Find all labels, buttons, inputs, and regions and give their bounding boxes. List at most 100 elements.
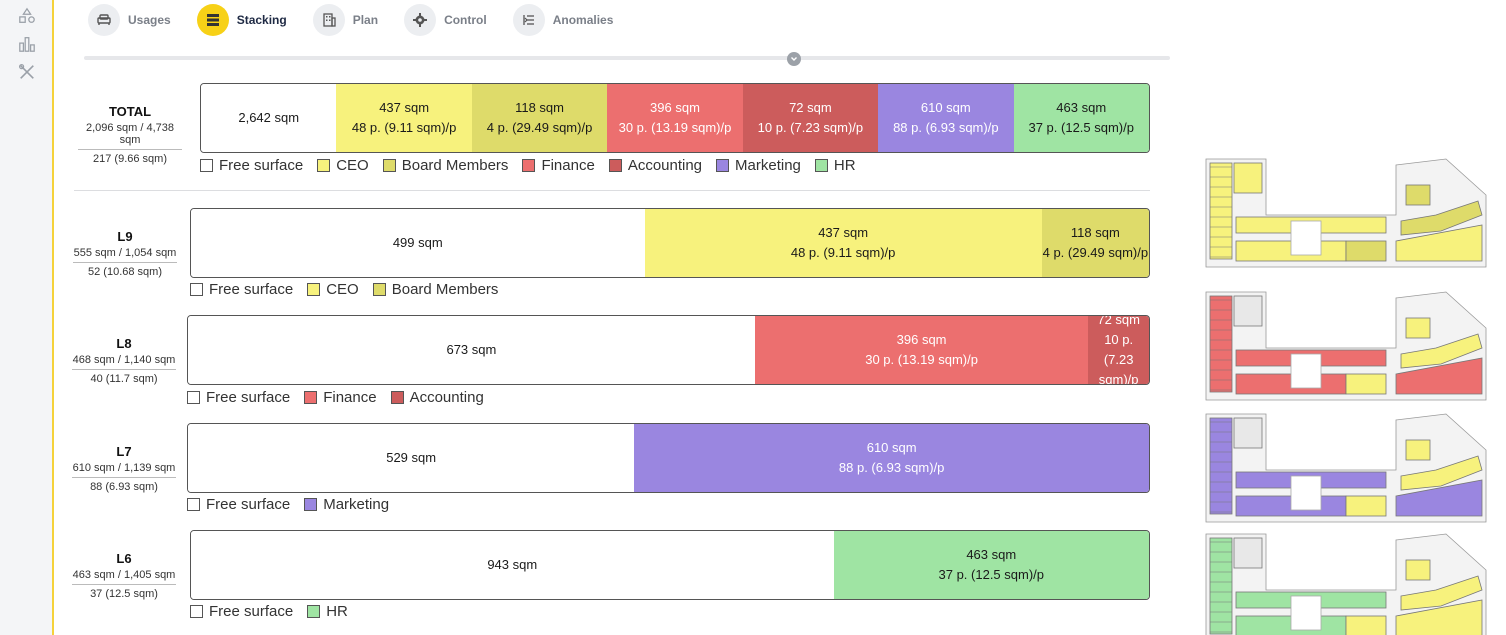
floor-summary-l9: L9 555 sqm / 1,054 sqm 52 (10.68 sqm) — [65, 229, 185, 278]
legend-swatch — [190, 283, 203, 296]
legend-label: Free surface — [206, 496, 291, 513]
segment-finance[interactable]: 396 sqm 30 p. (13.19 sqm)/p — [607, 84, 743, 152]
tab-label: Control — [444, 13, 487, 27]
shapes-icon[interactable] — [17, 6, 37, 26]
floor-people: 37 (12.5 sqm) — [90, 588, 158, 600]
plan-room — [1345, 615, 1387, 635]
floor-title: L6 — [116, 551, 132, 566]
tab-control[interactable]: Control — [404, 4, 487, 36]
floor-people: 52 (10.68 sqm) — [88, 266, 162, 278]
segment-board[interactable]: 118 sqm 4 p. (29.49 sqm)/p — [1041, 209, 1149, 277]
legend-item-board[interactable]: Board Members — [382, 157, 508, 174]
segment-people: 30 p. (13.19 sqm)/p — [618, 120, 732, 135]
total-people: 217 (9.66 sqm) — [93, 153, 167, 165]
segment-accounting[interactable]: 72 sqm 10 p. (7.23 sqm)/p — [742, 84, 879, 152]
segment-hr[interactable]: 463 sqm 37 p. (12.5 sqm)/p — [833, 531, 1149, 599]
legend-item-hr[interactable]: HR — [814, 157, 856, 174]
legend-item-accounting[interactable]: Accounting — [608, 157, 703, 174]
plan-room — [1395, 224, 1483, 262]
segment-people: 10 p. (7.23 sqm)/p — [1098, 332, 1139, 385]
legend-l6: Free surface HR — [190, 603, 362, 620]
floor-title: L8 — [116, 336, 132, 351]
plan-outline — [1205, 533, 1487, 635]
segment-ceo[interactable]: 437 sqm 48 p. (9.11 sqm)/p — [336, 84, 472, 152]
legend-swatch — [390, 391, 404, 404]
legend-item-free[interactable]: Free surface — [190, 603, 293, 620]
legend-label: Board Members — [391, 281, 499, 298]
legend-swatch — [608, 159, 622, 172]
plan-room — [1290, 353, 1322, 389]
segment-area: 943 sqm — [487, 557, 538, 572]
segment-free[interactable]: 499 sqm — [191, 209, 645, 277]
legend-item-hr[interactable]: HR — [307, 603, 348, 620]
segment-ceo[interactable]: 437 sqm 48 p. (9.11 sqm)/p — [644, 209, 1042, 277]
gear-icon — [404, 4, 437, 36]
segment-accounting[interactable]: 72 sqm 10 p. (7.23 sqm)/p — [1088, 316, 1149, 384]
segment-people: 37 p. (12.5 sqm)/p — [938, 567, 1045, 582]
floor-surface: 463 sqm / 1,405 sqm — [72, 569, 176, 585]
floor-plan-l8[interactable] — [1196, 288, 1496, 406]
tab-anomalies[interactable]: Anomalies — [512, 4, 613, 36]
segment-people: 48 p. (9.11 sqm)/p — [790, 245, 896, 260]
plan-room — [1405, 317, 1431, 339]
plan-room — [1400, 575, 1483, 611]
legend-label: CEO — [336, 157, 369, 174]
legend-label: Accounting — [627, 157, 703, 174]
tab-stacking[interactable]: Stacking — [196, 4, 287, 36]
plan-room — [1233, 417, 1263, 449]
total-summary: TOTAL 2,096 sqm / 4,738 sqm 217 (9.66 sq… — [70, 104, 190, 165]
tools-icon[interactable] — [17, 62, 37, 82]
segment-finance[interactable]: 396 sqm 30 p. (13.19 sqm)/p — [754, 316, 1089, 384]
segment-area: 673 sqm — [446, 342, 497, 357]
floor-surface: 610 sqm / 1,139 sqm — [72, 462, 176, 478]
legend-item-ceo[interactable]: CEO — [317, 157, 369, 174]
legend-total: Free surface CEO Board Members Finance Accou… — [200, 157, 870, 174]
segment-area: 463 sqm — [1056, 100, 1107, 115]
legend-swatch — [382, 159, 396, 172]
segment-free[interactable]: 2,642 sqm — [201, 84, 337, 152]
chevron-down-icon[interactable] — [787, 52, 801, 66]
legend-item-free[interactable]: Free surface — [190, 281, 293, 298]
legend-item-ceo[interactable]: CEO — [307, 281, 359, 298]
legend-item-accounting[interactable]: Accounting — [390, 389, 484, 406]
segment-area: 118 sqm — [515, 100, 564, 115]
segment-free[interactable]: 529 sqm — [188, 424, 635, 492]
legend-item-free[interactable]: Free surface — [200, 157, 303, 174]
legend-item-marketing[interactable]: Marketing — [304, 496, 389, 513]
floor-people: 88 (6.93 sqm) — [90, 481, 158, 493]
legend-item-free[interactable]: Free surface — [187, 389, 290, 406]
segment-free[interactable]: 673 sqm — [188, 316, 755, 384]
plan-room — [1209, 162, 1233, 260]
legend-item-finance[interactable]: Finance — [522, 157, 595, 174]
segment-board[interactable]: 118 sqm 4 p. (29.49 sqm)/p — [471, 84, 608, 152]
segment-hr[interactable]: 463 sqm 37 p. (12.5 sqm)/p — [1013, 84, 1149, 152]
legend-label: Free surface — [209, 603, 294, 620]
segment-people: 37 p. (12.5 sqm)/p — [1028, 120, 1134, 135]
stacking-bar-l6: 943 sqm 463 sqm 37 p. (12.5 sqm)/p — [190, 530, 1150, 600]
legend-item-finance[interactable]: Finance — [304, 389, 377, 406]
tab-usages[interactable]: Usages — [88, 4, 171, 36]
floor-plan-l7[interactable] — [1196, 410, 1496, 528]
segment-marketing[interactable]: 610 sqm 88 p. (6.93 sqm)/p — [878, 84, 1014, 152]
stacking-bar-l8: 673 sqm 396 sqm 30 p. (13.19 sqm)/p 72 sqm 1… — [187, 315, 1150, 385]
legend-item-board[interactable]: Board Members — [372, 281, 499, 298]
segment-free[interactable]: 943 sqm — [191, 531, 834, 599]
segment-people: 88 p. (6.93 sqm)/p — [838, 460, 945, 475]
plan-room — [1345, 495, 1387, 517]
plan-room — [1405, 184, 1431, 206]
legend-item-free[interactable]: Free surface — [187, 496, 290, 513]
plan-room — [1290, 220, 1322, 256]
floor-plan-drawing — [1205, 291, 1487, 401]
legend-swatch — [304, 391, 318, 404]
building-chart-icon[interactable] — [17, 34, 37, 54]
segment-area: 610 sqm — [920, 100, 971, 115]
floor-plan-l6[interactable] — [1196, 530, 1496, 635]
segment-people: 88 p. (6.93 sqm)/p — [893, 120, 999, 135]
floor-title: L7 — [116, 444, 132, 459]
segment-marketing[interactable]: 610 sqm 88 p. (6.93 sqm)/p — [634, 424, 1149, 492]
legend-item-marketing[interactable]: Marketing — [716, 157, 801, 174]
tab-plan[interactable]: Plan — [312, 4, 378, 36]
segment-area: 396 sqm — [896, 332, 947, 347]
floor-plan-l9[interactable] — [1196, 155, 1496, 273]
legend-swatch — [814, 159, 828, 172]
